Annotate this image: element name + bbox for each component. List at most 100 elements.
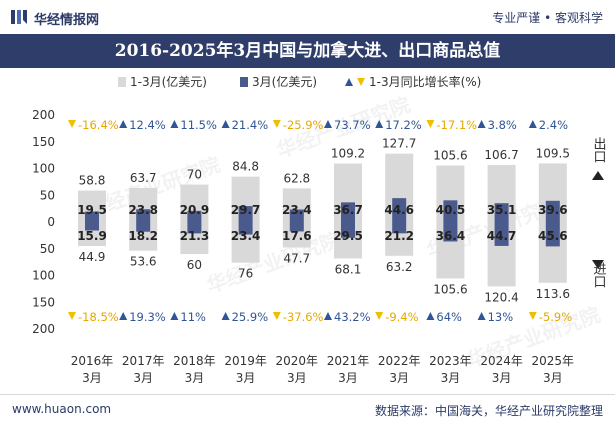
- export-growth-up-arrow-icon: [324, 120, 332, 128]
- export-monthly-label: 23.4: [282, 203, 312, 217]
- import-side-label: 进口: [591, 262, 607, 288]
- logo-text[interactable]: 华经情报网: [34, 13, 100, 28]
- legend-up-arrow-icon: [345, 78, 353, 86]
- export-growth-label: -25.9%: [283, 118, 324, 132]
- x-tick-label-year: 2021年: [327, 354, 370, 368]
- import-monthly-bar: [289, 222, 304, 232]
- import-monthly-label: 29.5: [333, 229, 363, 243]
- export-cumulative-label: 84.8: [232, 160, 259, 174]
- x-axis-labels: 2016年 3月 2017年 3月 2018年 3月 2019年 3月 2020年 3月 2021年…: [71, 354, 574, 385]
- export-monthly-label: 44.6: [384, 203, 414, 217]
- growth-labels: -16.4% -18.5% 12.4% 19.3% 11.5% 11% 21.4% 25.9%…: [68, 118, 572, 324]
- x-tick-label-year: 2019年: [224, 354, 267, 368]
- export-growth-label: 12.4%: [129, 118, 166, 132]
- legend: 1-3月(亿美元) 3月(亿美元) 1-3月同比增长率(%): [118, 74, 481, 89]
- chart: 1-3月(亿美元) 3月(亿美元) 1-3月同比增长率(%) 200 150 100…: [32, 74, 607, 385]
- x-tick-label-year: 2023年: [429, 354, 472, 368]
- export-monthly-bar: [545, 200, 560, 222]
- import-monthly-label: 21.3: [180, 229, 210, 243]
- export-growth-label: 2.4%: [539, 118, 568, 132]
- export-monthly-label: 35.1: [487, 203, 517, 217]
- import-growth-up-arrow-icon: [170, 312, 179, 320]
- import-growth-up-arrow-icon: [119, 312, 128, 320]
- bars: [78, 153, 567, 287]
- export-monthly-label: 19.5: [77, 203, 107, 217]
- export-monthly-label: 39.6: [538, 203, 568, 217]
- import-monthly-bar: [494, 222, 509, 246]
- y-axis: 200 150 100 50 0 50 100 150 200: [32, 108, 55, 336]
- watermark-text: 华经产业研究院: [204, 227, 344, 297]
- export-monthly-bar: [443, 200, 458, 222]
- import-cumulative-label: 68.1: [335, 262, 362, 276]
- x-tick-label-month: 3月: [543, 371, 563, 385]
- import-monthly-label: 44.7: [487, 229, 517, 243]
- x-tick-label-month: 3月: [287, 371, 307, 385]
- import-growth-label: 43.2%: [334, 310, 371, 324]
- footer: www.huaon.com 数据来源：中国海关，华经产业研究院整理: [0, 394, 615, 427]
- y-tick-label: 200: [32, 108, 55, 122]
- legend-label-monthly: 3月(亿美元): [252, 74, 317, 89]
- import-monthly-label: 17.6: [282, 229, 312, 243]
- import-monthly-bar: [85, 222, 99, 231]
- x-tick-label-month: 3月: [82, 371, 102, 385]
- import-monthly-label: 45.6: [538, 229, 568, 243]
- import-cumulative-label: 44.9: [79, 250, 106, 264]
- x-tick-label-month: 3月: [338, 371, 358, 385]
- x-tick-label-year: 2018年: [173, 354, 216, 368]
- website-link[interactable]: www.huaon.com: [12, 402, 112, 416]
- y-tick-label: 100: [32, 269, 55, 283]
- import-growth-down-arrow-icon: [528, 312, 537, 320]
- import-monthly-bar: [238, 222, 253, 235]
- export-monthly-bar: [136, 209, 151, 222]
- import-growth-label: 25.9%: [232, 310, 269, 324]
- import-cumulative-label: 76: [238, 267, 253, 281]
- import-growth-label: -9.4%: [385, 310, 418, 324]
- export-growth-up-arrow-icon: [528, 120, 537, 128]
- export-growth-up-arrow-icon: [119, 120, 128, 128]
- import-growth-label: -5.9%: [539, 310, 572, 324]
- import-growth-label: 64%: [436, 310, 462, 324]
- import-growth-label: -18.5%: [78, 310, 119, 324]
- export-monthly-bar: [85, 211, 99, 222]
- export-cumulative-label: 105.6: [433, 149, 467, 163]
- import-cumulative-label: 53.6: [130, 255, 157, 269]
- legend-swatch-cumulative: [118, 77, 126, 87]
- export-cumulative-label: 62.8: [283, 171, 310, 185]
- data-labels: 58.8 44.9 19.5 15.9 63.7 53.6 23.8 18.2 70 60 20.9…: [77, 137, 570, 305]
- export-monthly-label: 20.9: [180, 203, 210, 217]
- x-tick-label-month: 3月: [185, 371, 205, 385]
- import-growth-down-arrow-icon: [68, 312, 76, 320]
- y-tick-label: 100: [32, 162, 55, 176]
- y-tick-label: 50: [40, 188, 55, 202]
- x-tick-label-year: 2024年: [480, 354, 523, 368]
- top-bar: 华经情报网 专业严谨 • 客观科学: [0, 0, 615, 34]
- export-growth-down-arrow-icon: [68, 120, 76, 128]
- import-growth-label: 19.3%: [129, 310, 166, 324]
- y-tick-label: 150: [32, 295, 55, 309]
- export-monthly-label: 40.5: [436, 203, 466, 217]
- export-growth-label: -16.4%: [78, 118, 119, 132]
- x-tick-label-month: 3月: [236, 371, 256, 385]
- export-growth-down-arrow-icon: [426, 120, 435, 128]
- data-source: 数据来源：中国海关，华经产业研究院整理: [374, 404, 603, 418]
- export-cumulative-label: 109.2: [331, 147, 365, 161]
- export-growth-down-arrow-icon: [272, 120, 281, 128]
- import-growth-down-arrow-icon: [375, 312, 384, 320]
- import-monthly-label: 18.2: [128, 229, 158, 243]
- export-cumulative-label: 63.7: [130, 171, 157, 185]
- legend-label-growth: 1-3月同比增长率(%): [369, 74, 481, 89]
- y-tick-label: 50: [40, 242, 55, 256]
- import-cumulative-label: 60: [187, 258, 202, 272]
- export-cumulative-label: 109.5: [536, 146, 570, 160]
- export-cumulative-label: 58.8: [79, 174, 106, 188]
- title-bar: 2016-2025年3月中国与加拿大进、出口商品总值: [0, 34, 615, 68]
- import-monthly-label: 15.9: [77, 229, 107, 243]
- y-tick-label: 150: [32, 135, 55, 149]
- x-tick-label-month: 3月: [492, 371, 512, 385]
- export-growth-label: 21.4%: [232, 118, 269, 132]
- y-tick-label: 0: [47, 215, 55, 229]
- side-labels: 出口 进口: [591, 137, 607, 288]
- export-monthly-bar: [494, 203, 509, 222]
- x-tick-label-month: 3月: [389, 371, 409, 385]
- export-growth-label: 17.2%: [385, 118, 422, 132]
